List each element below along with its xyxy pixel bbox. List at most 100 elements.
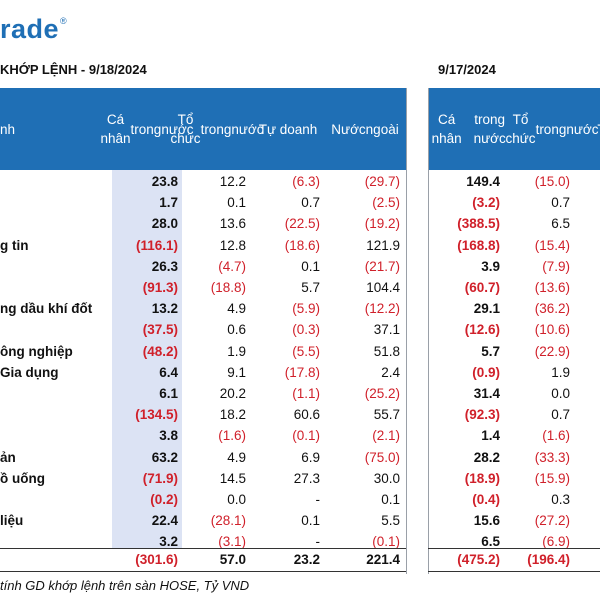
- cell-value: 121.9: [366, 237, 400, 253]
- cell-value-prev: 0.0: [551, 386, 570, 401]
- cell-value: 13.2: [151, 301, 178, 317]
- cell-value: (18.8): [210, 280, 246, 295]
- table-row: ồ uống (71.9) 14.5 27.3 30.0 (18.9) (15.9): [0, 469, 600, 490]
- cell-value: (0.1): [292, 428, 320, 444]
- cell-value: 0.1: [381, 492, 400, 507]
- cell-value: (5.9): [292, 301, 320, 317]
- cell-value: (2.1): [372, 428, 400, 444]
- cell-value: 14.5: [219, 470, 246, 486]
- cell-value: 26.3: [151, 258, 178, 274]
- cell-value: (18.6): [284, 237, 320, 253]
- cell-value-prev: (33.3): [534, 449, 570, 465]
- cell-value: 12.2: [219, 174, 246, 189]
- cell-value: (21.7): [364, 258, 400, 274]
- sector-label: ng dầu khí đốt: [0, 301, 93, 317]
- total-value: (301.6): [135, 552, 178, 567]
- cell-value-prev: (3.2): [472, 195, 500, 211]
- cell-value: 13.6: [219, 216, 246, 232]
- cell-value: 28.0: [151, 216, 178, 232]
- column-header-line: Tổ chức: [170, 112, 201, 146]
- column-header-line: Tổ chức: [505, 112, 536, 146]
- cell-value: (134.5): [135, 407, 178, 423]
- cell-value: (28.1): [210, 513, 246, 529]
- column-header: Tổ chức trong nước: [171, 88, 264, 170]
- column-header-line: Nước: [331, 121, 366, 137]
- column-header-line: ngoài: [365, 121, 399, 137]
- column-header: Nước ngoài: [324, 88, 406, 170]
- cell-value-prev: (92.3): [464, 407, 500, 423]
- cell-value: (17.8): [284, 364, 320, 380]
- sector-label: Gia dụng: [0, 364, 59, 380]
- cell-value-prev: (15.0): [534, 174, 570, 189]
- cell-value: (91.3): [142, 280, 178, 295]
- sector-label: ồ uống: [0, 470, 45, 486]
- cell-value: (22.5): [284, 216, 320, 232]
- table-row: 3.8 (1.6) (0.1) (2.1) 1.4 (1.6): [0, 426, 600, 447]
- cell-value-prev: (0.9): [472, 364, 500, 380]
- cell-value: (19.2): [364, 216, 400, 232]
- divider: [428, 88, 429, 574]
- cell-value: (37.5): [142, 322, 178, 338]
- cell-value: 6.1: [159, 386, 178, 401]
- cell-value: (5.5): [292, 343, 320, 359]
- cell-value-prev: (388.5): [457, 216, 500, 232]
- cell-value: (0.1): [372, 534, 400, 550]
- table-row: (0.2) 0.0 - 0.1 (0.4) 0.3: [0, 490, 600, 511]
- cell-value: 6.4: [159, 364, 178, 380]
- highlight-column: [112, 170, 182, 548]
- sector-label: ản: [0, 449, 16, 465]
- cell-value: (25.2): [364, 386, 400, 401]
- table-row: ng dầu khí đốt 13.2 4.9 (5.9) (12.2) 29.1 (36.…: [0, 299, 600, 320]
- cell-value-prev: (15.4): [534, 237, 570, 253]
- cell-value: -: [315, 492, 321, 507]
- cell-value: 4.9: [227, 301, 246, 317]
- table-row: 26.3 (4.7) 0.1 (21.7) 3.9 (7.9): [0, 257, 600, 278]
- cell-value-prev: 31.4: [473, 386, 500, 401]
- cell-value: 37.1: [373, 322, 400, 338]
- cell-value-prev: 6.5: [551, 216, 570, 232]
- cell-value-prev: (6.9): [542, 534, 570, 550]
- cell-value: 4.9: [227, 449, 246, 465]
- total-rule: [428, 548, 600, 549]
- registered-mark: ®: [60, 16, 68, 26]
- table-row: (91.3) (18.8) 5.7 104.4 (60.7) (13.6): [0, 278, 600, 299]
- column-header: Tự doanh: [252, 88, 324, 170]
- cell-value: (116.1): [135, 237, 178, 253]
- cell-value-prev: 3.9: [481, 258, 500, 274]
- table-row: (134.5) 18.2 60.6 55.7 (92.3) 0.7: [0, 405, 600, 426]
- cell-value: 27.3: [293, 470, 320, 486]
- cell-value-prev: (18.9): [464, 470, 500, 486]
- column-header-line: Cá nhân: [100, 112, 131, 146]
- column-header: nh: [0, 88, 40, 170]
- column-header-line: trong: [535, 121, 567, 137]
- cell-value: 9.1: [227, 364, 246, 380]
- cell-value: 0.1: [301, 513, 320, 529]
- cell-value: 0.1: [227, 195, 246, 211]
- cell-value: 3.8: [159, 428, 178, 444]
- cell-value: 55.7: [373, 407, 400, 423]
- total-rule: [0, 548, 406, 549]
- cell-value-prev: 0.7: [551, 195, 570, 211]
- cell-value-prev: (15.9): [534, 470, 570, 486]
- column-header-line: Tự doanh: [258, 121, 318, 137]
- cell-value: (0.3): [292, 322, 320, 338]
- table-row: 1.7 0.1 0.7 (2.5) (3.2) 0.7: [0, 193, 600, 214]
- cell-value: (12.2): [364, 301, 400, 317]
- table-row: liệu 22.4 (28.1) 0.1 5.5 15.6 (27.2): [0, 511, 600, 532]
- cell-value-prev: 29.1: [473, 301, 500, 317]
- sector-label: liệu: [0, 513, 24, 529]
- column-header-line: trong nước: [473, 112, 506, 146]
- cell-value: 104.4: [366, 280, 400, 295]
- total-rule: [428, 571, 600, 572]
- total-rule: [0, 571, 406, 572]
- column-header: Cá nhân trong nước: [101, 88, 194, 170]
- cell-value: 0.0: [227, 492, 246, 507]
- cell-value: 0.7: [301, 195, 320, 211]
- table-row: Gia dụng 6.4 9.1 (17.8) 2.4 (0.9) 1.9: [0, 363, 600, 384]
- column-header-line: trong: [130, 121, 162, 137]
- column-header-line: Cá nhân: [431, 112, 462, 146]
- cell-value: 6.9: [301, 449, 320, 465]
- cell-value: (29.7): [364, 174, 400, 189]
- cell-value: (6.3): [292, 174, 320, 189]
